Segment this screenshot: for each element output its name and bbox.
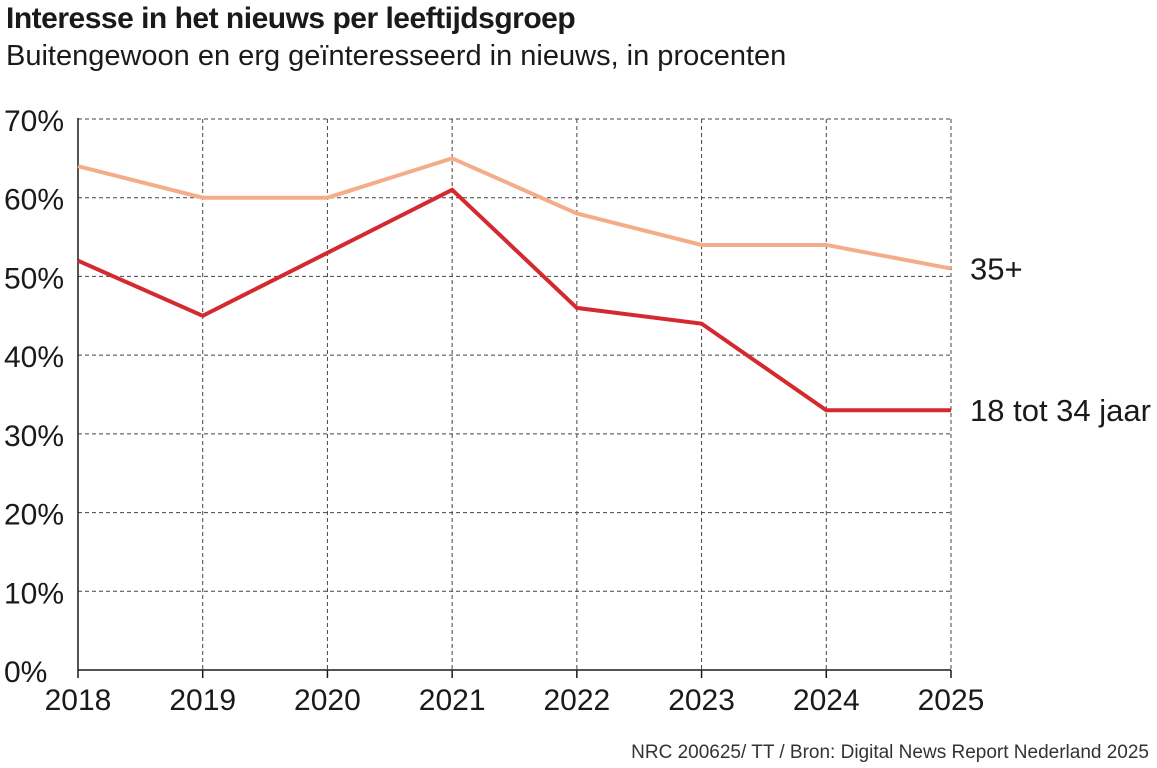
series-lines bbox=[77, 156, 952, 413]
y-tick-label: 0% bbox=[4, 656, 47, 689]
y-tick-label: 30% bbox=[4, 420, 64, 453]
y-tick-label: 40% bbox=[4, 341, 64, 374]
y-axis-ticks: 0% 10% 20% 30% 40% 50% 60% 70% bbox=[4, 105, 64, 689]
x-tick-label: 2018 bbox=[45, 684, 112, 717]
series-line bbox=[77, 187, 951, 413]
series-label: 35+ bbox=[970, 252, 1023, 287]
y-tick-label: 20% bbox=[4, 499, 64, 532]
source-note: NRC 200625/ TT / Bron: Digital News Repo… bbox=[631, 742, 1149, 763]
axes bbox=[77, 118, 952, 678]
chart-title: Interesse in het nieuws per leeftijdsgro… bbox=[6, 2, 576, 35]
x-tick-label: 2021 bbox=[419, 684, 486, 717]
grid-lines bbox=[78, 118, 952, 670]
y-tick-label: 50% bbox=[4, 262, 64, 295]
series-label: 18 tot 34 jaar bbox=[970, 393, 1151, 428]
x-tick-label: 2022 bbox=[543, 684, 610, 717]
y-tick-label: 10% bbox=[4, 577, 64, 610]
x-tick-label: 2020 bbox=[294, 684, 361, 717]
x-tick-label: 2024 bbox=[793, 684, 860, 717]
x-tick-label: 2019 bbox=[169, 684, 236, 717]
y-tick-label: 70% bbox=[4, 105, 64, 138]
series-line bbox=[77, 156, 952, 271]
x-axis-ticks: 2018 2019 2020 2021 2022 2023 2024 2025 bbox=[45, 684, 985, 717]
chart-subtitle: Buitengewoon en erg geïnteresseerd in ni… bbox=[6, 40, 787, 72]
x-tick-label: 2023 bbox=[668, 684, 735, 717]
series-labels: 35+ 18 tot 34 jaar bbox=[970, 252, 1151, 429]
y-tick-label: 60% bbox=[4, 184, 64, 217]
x-tick-label: 2025 bbox=[918, 684, 985, 717]
